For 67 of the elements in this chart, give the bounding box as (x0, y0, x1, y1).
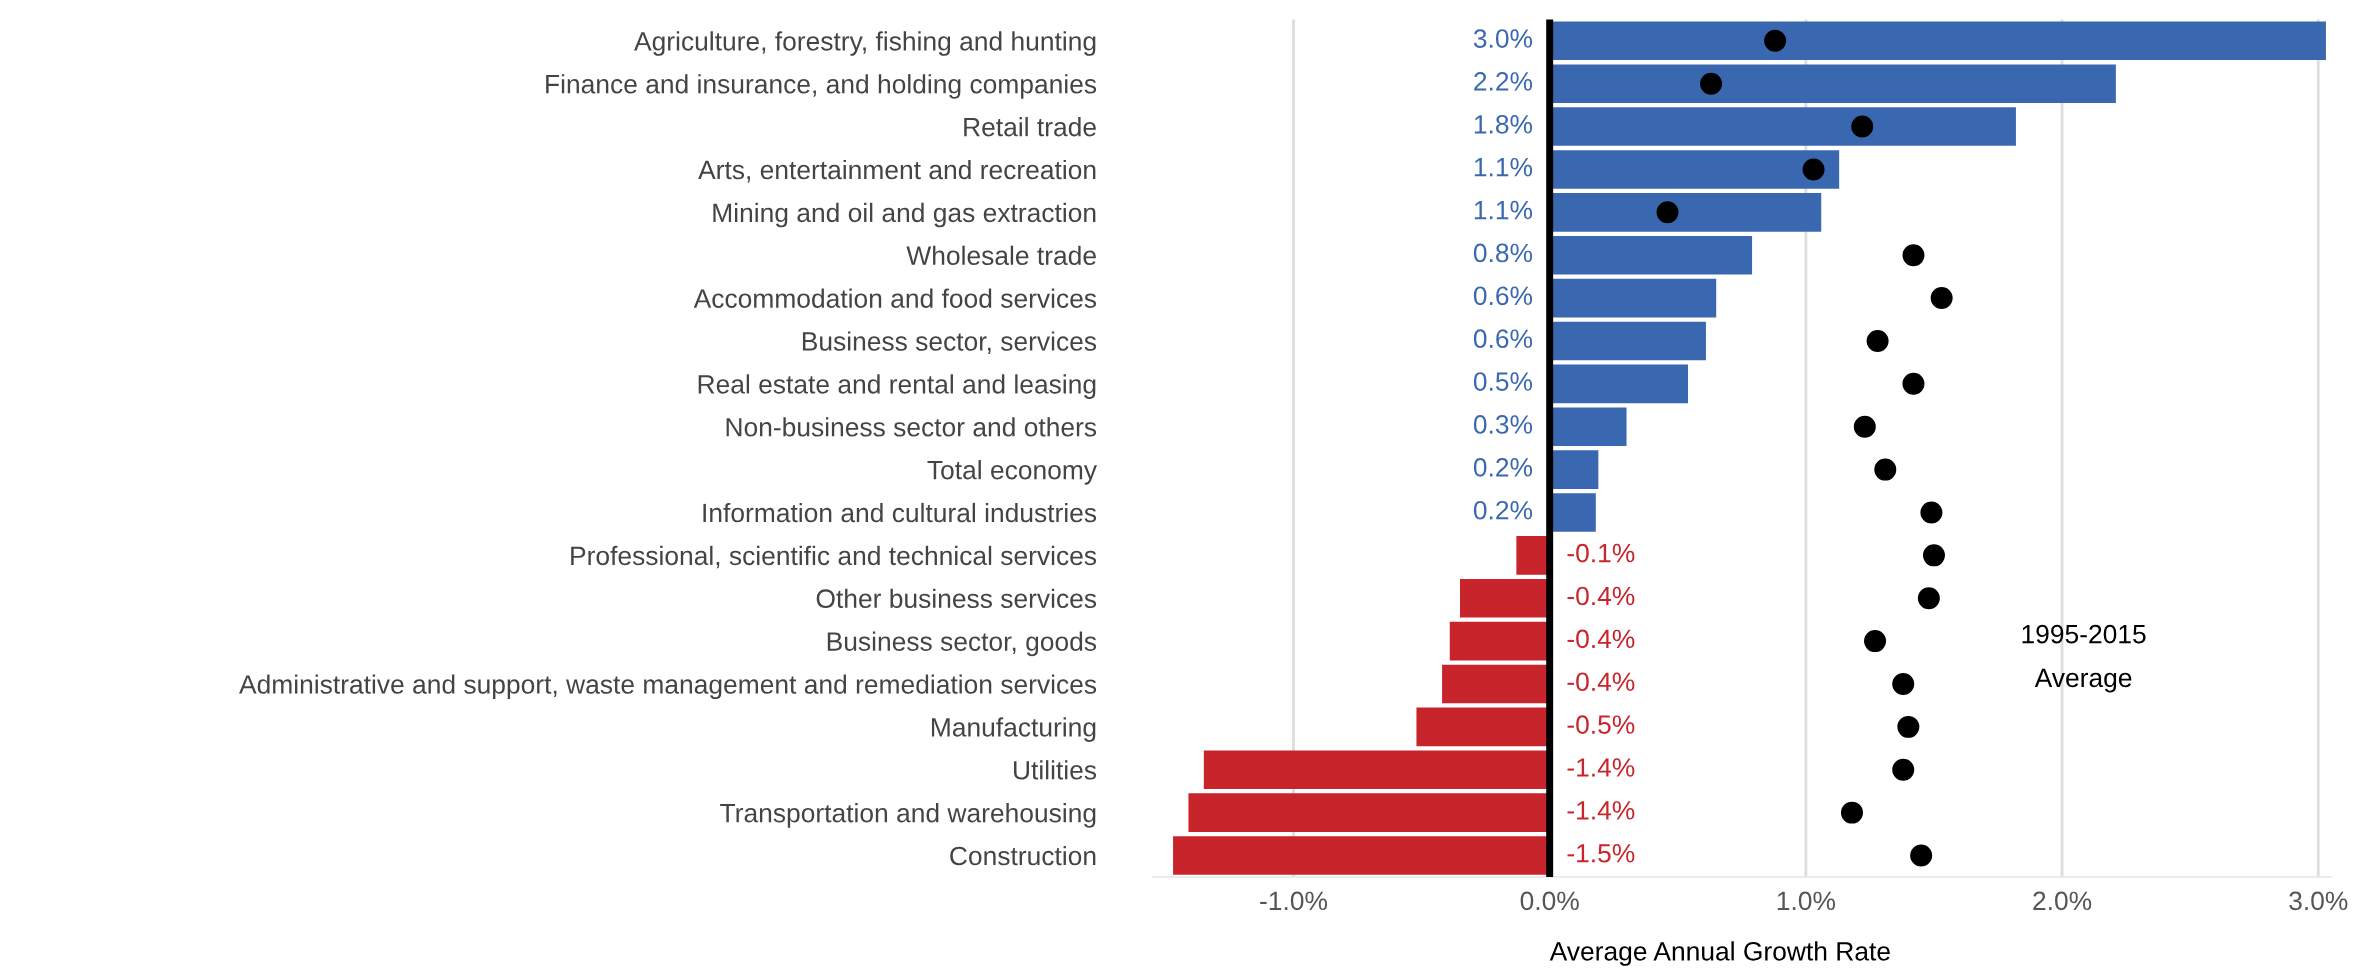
point (1874, 458, 1897, 481)
data-label: 1.8% (1474, 114, 1533, 134)
y-tick-label: Finance and insurance, and holding companies (546, 74, 1097, 99)
y-tick-label: Agriculture, forestry, fishing and hunting (634, 31, 1096, 56)
x-axis-title: Average Annual Growth Rate (1549, 941, 1890, 966)
y-tick-label: Wholesale trade (906, 245, 1096, 266)
point (1892, 672, 1915, 695)
point (1853, 415, 1876, 438)
y-tick-label: Construction (950, 845, 1096, 866)
y-tick-label: Information and cultural industries (703, 502, 1097, 523)
data-label: 0.5% (1473, 372, 1533, 391)
data-label: 0.2% (1473, 500, 1533, 520)
data-label: -0.4% (1567, 629, 1635, 649)
y-tick-label: Business sector, goods (827, 631, 1097, 657)
y-tick-label: Non-business sector and others (726, 417, 1097, 437)
x-tick-label: 2.0% (2033, 891, 2092, 911)
y-tick-label: Other business services (816, 588, 1097, 609)
y-tick-label: Mining and oil and gas extraction (713, 202, 1096, 228)
y-tick-label: Transportation and warehousing (720, 803, 1096, 828)
data-label: 1.1% (1474, 200, 1533, 220)
y-tick-label: Professional, scientific and technical services (571, 545, 1097, 569)
data-label: 3.0% (1473, 29, 1533, 48)
data-label: 1.1% (1474, 157, 1533, 177)
data-label: 0.6% (1473, 286, 1533, 306)
point (1851, 115, 1874, 138)
data-label: 0.2% (1473, 458, 1533, 477)
y-tick-label: Real estate and rental and leasing (698, 374, 1096, 399)
point (1866, 329, 1889, 352)
data-label: 0.8% (1473, 243, 1533, 263)
point (1656, 201, 1679, 224)
data-label: -1.4% (1567, 758, 1635, 777)
x-tick-label: 1.0% (1777, 891, 1836, 911)
point (1864, 630, 1887, 653)
data-label: -0.4% (1567, 672, 1635, 692)
point (1922, 544, 1945, 567)
data-label: -1.4% (1567, 801, 1635, 820)
point (1764, 29, 1787, 52)
point (1802, 158, 1825, 181)
point (1902, 244, 1925, 267)
data-label: -0.5% (1567, 715, 1635, 734)
data-label: -1.5% (1567, 844, 1635, 863)
y-tick-label: Retail trade (964, 117, 1096, 137)
point (1840, 801, 1863, 824)
y-tick-label: Arts, entertainment and recreation (698, 159, 1096, 183)
point (1930, 287, 1953, 310)
point (1902, 372, 1925, 395)
data-label: 0.3% (1473, 415, 1533, 434)
x-tick-label: -1.0% (1260, 891, 1328, 911)
point (1892, 758, 1915, 781)
y-tick-label: Manufacturing (931, 717, 1096, 742)
point (1897, 715, 1920, 738)
data-label: -0.4% (1567, 586, 1635, 606)
y-tick-label: Accommodation and food services (693, 288, 1097, 308)
y-tick-label: Total economy (927, 460, 1097, 485)
data-label: 0.6% (1473, 329, 1533, 349)
x-tick-label: 0.0% (1520, 891, 1579, 911)
y-tick-label: Business sector, services (802, 331, 1097, 354)
point (1700, 72, 1723, 95)
point (1917, 587, 1940, 610)
point (1910, 844, 1933, 867)
point (1920, 501, 1943, 524)
annotation: 1995-2015 Average (2022, 624, 2146, 693)
y-tick-label: Administrative and support, waste management and remediation services (239, 674, 1097, 700)
x-tick-label: 3.0% (2289, 891, 2348, 911)
data-label: 2.2% (1474, 72, 1533, 91)
data-label: -0.1% (1567, 543, 1635, 563)
y-tick-label: Utilities (1014, 760, 1097, 780)
